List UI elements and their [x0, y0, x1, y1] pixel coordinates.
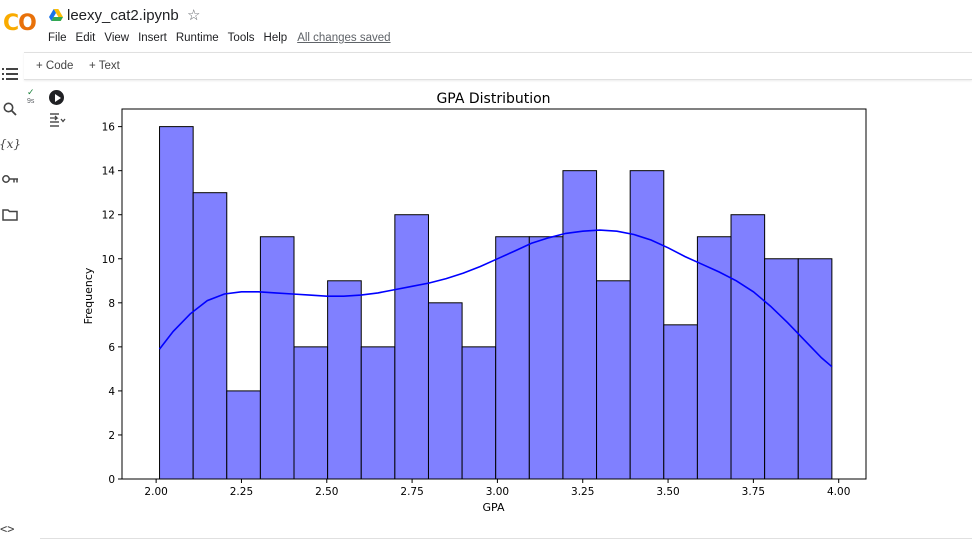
y-tick-label: 12 — [102, 210, 115, 222]
histogram-bar — [461, 346, 497, 480]
code-snippets-icon[interactable]: <> — [0, 522, 15, 536]
histogram-bar — [528, 236, 564, 480]
x-tick-label: 3.75 — [742, 486, 765, 498]
histogram-bar — [293, 346, 329, 480]
y-tick-label: 14 — [102, 166, 116, 178]
y-axis-ticks: 0 2 4 6 8 10 12 14 16 — [102, 122, 122, 486]
y-tick-label: 4 — [108, 386, 115, 398]
histogram-bar — [327, 280, 362, 480]
add-code-cell-button[interactable]: + Code — [36, 60, 74, 72]
colab-logo[interactable]: CO — [3, 11, 37, 36]
left-sidebar: {x} — [0, 52, 24, 540]
x-tick-label: 3.25 — [571, 486, 594, 498]
menu-file[interactable]: File — [48, 32, 67, 44]
google-drive-icon — [49, 9, 63, 21]
notebook-toolbar: + Code + Text — [24, 52, 972, 80]
histogram-bar — [226, 390, 261, 480]
menu-tools[interactable]: Tools — [227, 32, 255, 44]
x-tick-label: 4.00 — [827, 486, 850, 498]
x-tick-label: 2.25 — [230, 486, 253, 498]
table-of-contents-icon[interactable] — [0, 64, 20, 84]
x-tick-label: 3.50 — [656, 486, 679, 498]
y-tick-label: 16 — [102, 122, 116, 134]
x-tick-label: 2.75 — [400, 486, 423, 498]
histogram-bar — [394, 214, 429, 480]
histogram-bar — [797, 258, 833, 480]
histogram-bar — [629, 170, 665, 480]
files-folder-icon[interactable] — [0, 204, 20, 224]
histogram-bars — [159, 126, 833, 480]
search-icon[interactable] — [0, 99, 20, 119]
secrets-key-icon[interactable] — [0, 169, 20, 189]
menu-insert[interactable]: Insert — [138, 32, 167, 44]
menu-view[interactable]: View — [104, 32, 130, 44]
x-tick-label: 2.50 — [315, 486, 338, 498]
bottom-divider — [40, 538, 972, 539]
run-cell-button[interactable] — [49, 90, 64, 105]
output-actions-icon[interactable] — [48, 112, 66, 128]
y-tick-label: 8 — [108, 298, 115, 310]
kde-curve-line — [158, 229, 833, 368]
y-axis-label: Frequency — [82, 267, 95, 324]
gpa-histogram-chart: GPA Distribution GPA Frequency 2.00 2.25 2… — [82, 91, 867, 514]
histogram-bar — [730, 214, 766, 480]
histogram-bar — [562, 170, 598, 480]
top-bar: CO leexy_cat2.ipynb ☆ File Edit View Ins… — [0, 0, 972, 52]
notebook-filename[interactable]: leexy_cat2.ipynb — [67, 7, 179, 24]
chart-title: GPA Distribution — [436, 91, 550, 107]
y-tick-label: 10 — [102, 254, 115, 266]
histogram-bar — [360, 346, 396, 480]
histogram-bar — [764, 258, 799, 480]
star-icon[interactable]: ☆ — [187, 7, 201, 24]
y-tick-label: 2 — [108, 430, 115, 442]
histogram-bar — [259, 236, 295, 480]
save-status-link[interactable]: All changes saved — [297, 32, 391, 44]
add-text-cell-button[interactable]: + Text — [89, 60, 120, 72]
histogram-bar — [192, 192, 228, 480]
execution-success-icon: ✓ — [27, 87, 35, 97]
y-tick-label: 6 — [108, 342, 115, 354]
histogram-bar — [596, 280, 631, 480]
menu-runtime[interactable]: Runtime — [175, 32, 219, 44]
histogram-bar — [159, 126, 194, 480]
y-tick-label: 0 — [108, 474, 115, 486]
x-tick-label: 2.00 — [144, 486, 167, 498]
plot-area-frame — [121, 108, 867, 480]
histogram-bar — [696, 236, 732, 480]
menu-bar: File Edit View Insert Runtime Tools Help… — [48, 32, 400, 44]
x-tick-label: 3.00 — [486, 486, 509, 498]
histogram-bar — [663, 324, 698, 480]
menu-help[interactable]: Help — [263, 32, 288, 44]
histogram-bar — [427, 302, 463, 480]
x-axis-label: GPA — [483, 501, 505, 514]
x-axis-ticks: 2.00 2.25 2.50 2.75 3.00 3.25 3.50 3.75 4.00 — [144, 479, 850, 498]
variables-icon[interactable]: {x} — [0, 137, 22, 151]
menu-edit[interactable]: Edit — [75, 32, 96, 44]
histogram-bar — [495, 236, 530, 480]
execution-time: 9s — [27, 98, 35, 105]
